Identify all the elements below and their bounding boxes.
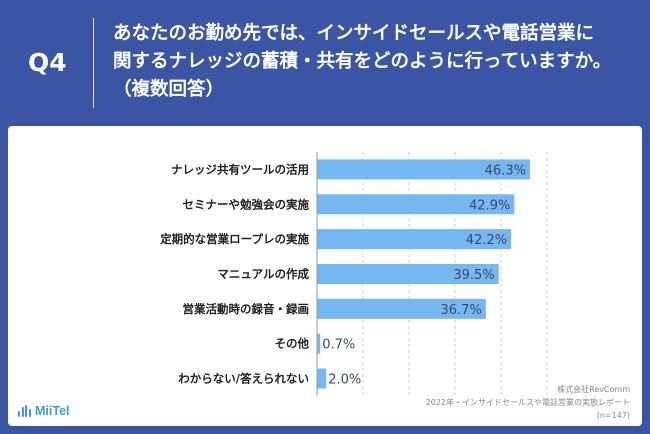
- category-label: セミナーや勉強会の実施: [183, 197, 310, 211]
- data-label: 42.2%: [466, 233, 507, 248]
- bar: [317, 333, 321, 354]
- bar: [317, 298, 486, 319]
- data-label: 46.3%: [485, 163, 526, 178]
- bar: [317, 368, 327, 389]
- question-header: Q4 あなたのお勤め先では、インサイドセールスや電話営業に 関するナレッジの蓄積…: [0, 0, 650, 126]
- category-label: 営業活動時の録音・録画: [183, 302, 310, 316]
- bar: [317, 159, 530, 180]
- category-label: ナレッジ共有ツールの活用: [171, 162, 309, 176]
- question-line-2: 関するナレッジの蓄積・共有をどのように行っていますか。: [113, 51, 612, 72]
- category-label: 定期的な営業ロープレの実施: [160, 232, 309, 246]
- data-label: 36.7%: [441, 303, 482, 318]
- question-number: Q4: [28, 48, 67, 77]
- header-divider: [93, 18, 94, 108]
- category-label: マニュアルの作成: [217, 267, 309, 281]
- footer-company: 株式会社RevComm: [557, 385, 630, 394]
- footer-sample: (n=147): [596, 411, 630, 420]
- data-label: 42.9%: [469, 198, 510, 213]
- question-text: あなたのお勤め先では、インサイドセールスや電話営業に 関するナレッジの蓄積・共有…: [113, 20, 633, 104]
- data-label: 0.7%: [322, 338, 355, 353]
- bar: [317, 264, 499, 284]
- miitel-logo: MiiTel: [18, 404, 70, 418]
- bar: [317, 194, 515, 215]
- footer-report: 2022年・インサイドセールスや電話営業の実態レポート: [425, 398, 630, 407]
- question-line-3: （複数回答）: [113, 79, 225, 100]
- sound-wave-icon: [18, 405, 32, 417]
- logo-text: MiiTel: [35, 404, 70, 418]
- category-label: その他: [275, 337, 310, 351]
- category-label: わからない/答えられない: [178, 372, 309, 386]
- bar: [317, 229, 512, 250]
- data-label: 2.0%: [328, 373, 361, 388]
- question-line-1: あなたのお勤め先では、インサイドセールスや電話営業に: [113, 23, 595, 44]
- data-label: 39.5%: [453, 268, 494, 283]
